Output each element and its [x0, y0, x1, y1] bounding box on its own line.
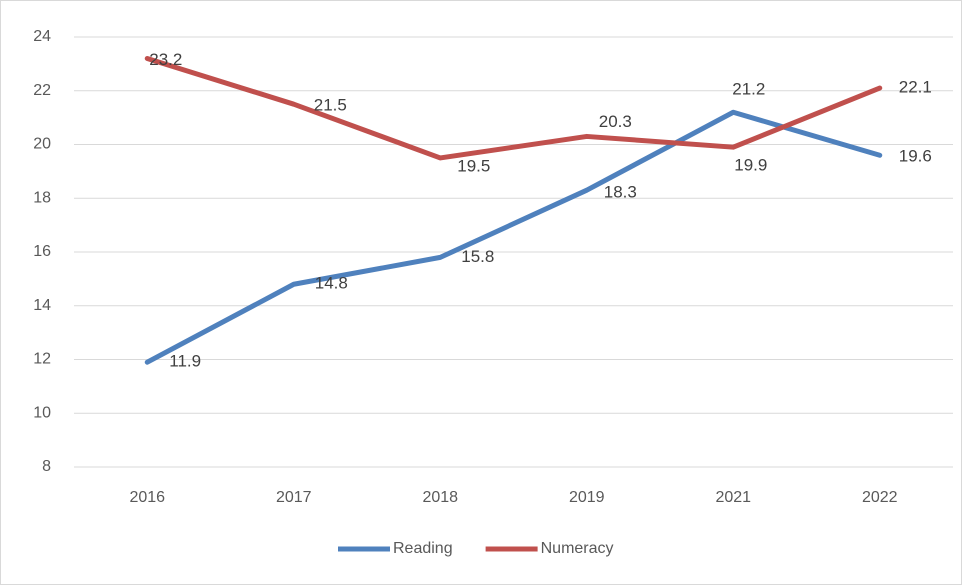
- series-line: [144, 109, 883, 365]
- data-label: 14.8: [315, 274, 348, 293]
- data-label: 18.3: [604, 183, 637, 202]
- data-label: 11.9: [169, 352, 201, 371]
- data-label: 19.6: [899, 147, 932, 166]
- data-label: 21.2: [732, 80, 765, 99]
- y-tick-label: 18: [33, 189, 51, 206]
- legend-label: Numeracy: [541, 540, 614, 557]
- y-tick-label: 22: [33, 82, 51, 99]
- series-line: [144, 56, 883, 161]
- x-tick-label: 2019: [569, 489, 605, 506]
- x-tick-label: 2022: [862, 489, 898, 506]
- data-label: 20.3: [599, 112, 632, 131]
- data-label: 19.9: [734, 156, 767, 175]
- x-tick-label: 2018: [422, 489, 458, 506]
- data-label: 23.2: [149, 50, 182, 69]
- legend-label: Reading: [393, 540, 453, 557]
- x-tick-label: 2021: [715, 489, 751, 506]
- y-tick-label: 16: [33, 243, 51, 260]
- y-tick-label: 14: [33, 297, 51, 314]
- y-tick-label: 10: [33, 404, 51, 421]
- y-tick-label: 20: [33, 136, 51, 153]
- x-tick-label: 2016: [129, 489, 165, 506]
- x-tick-label: 2017: [276, 489, 312, 506]
- data-label: 19.5: [457, 156, 490, 175]
- data-label: 15.8: [461, 247, 494, 266]
- data-label: 22.1: [899, 78, 932, 97]
- y-tick-label: 12: [33, 351, 51, 368]
- y-tick-label: 8: [42, 458, 51, 475]
- y-tick-label: 24: [33, 28, 51, 45]
- data-label: 21.5: [314, 96, 347, 115]
